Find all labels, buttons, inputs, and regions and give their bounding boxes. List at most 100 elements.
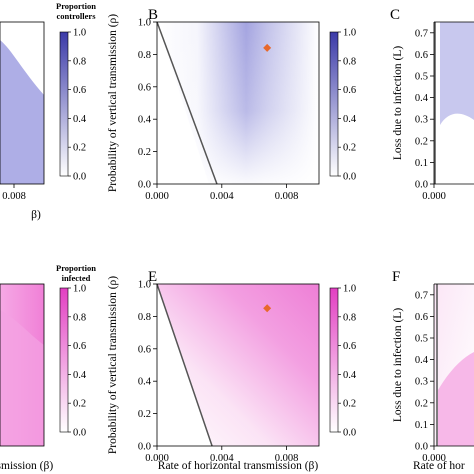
panel-b-ytick-label: 0.0	[138, 180, 151, 191]
panel-d-colorbar-tick-label: 0.6	[73, 341, 86, 352]
panel-e-xlabel: Rate of horizontal transmission (β)	[158, 460, 319, 472]
panel-d-frame	[0, 283, 45, 447]
panel-b-xtick-label: 0.000	[145, 191, 169, 202]
panel-e-frame	[156, 283, 320, 447]
panel-f-ytick-label: 0.7	[415, 290, 428, 301]
panel-a: 0.008 β) Proportion controllers 1.0 0.8 0.…	[0, 1, 96, 221]
panel-c-ytick-label: 0.2	[415, 136, 428, 147]
panel-b-boundary-line	[156, 21, 218, 185]
panel-f-yticks: 0.0 0.1 0.2 0.3 0.4 0.5 0.6 0.7	[415, 290, 434, 453]
panel-a-colorbar	[59, 31, 69, 177]
panel-c-ytick-label: 0.4	[415, 93, 429, 104]
panel-c-yticks: 0.0 0.1 0.2 0.3 0.4 0.5 0.6 0.7	[415, 28, 434, 191]
panel-c: C 0.0 0.1 0.2 0.3 0.4 0.5 0.6 0.7 0.000 Loss du…	[390, 7, 474, 202]
panel-b-letter: B	[148, 7, 158, 23]
panel-f-ytick-label: 0.3	[415, 377, 428, 388]
panel-e-letter: E	[148, 269, 157, 285]
panel-b-colorbar-tick-label: 0.8	[343, 56, 356, 67]
panel-f-letter: F	[392, 269, 400, 285]
panel-b-yticks: 0.0 0.2 0.4 0.6 0.8 1.0	[138, 18, 157, 191]
panel-b-frame	[156, 21, 320, 185]
panel-b-ytick-label: 0.6	[138, 82, 151, 93]
panel-d-colorbar-title-2: infected	[62, 273, 91, 283]
panel-b: B 0.000 0.004 0.008 0.0 0.2 0.4 0.6 0.8 1.0 Pro…	[107, 7, 357, 202]
panel-f-ytick-label: 0.4	[415, 355, 429, 366]
panel-a-colorbar-tick-label: 0.8	[73, 56, 86, 67]
panel-a-colorbar-tick-label: 0.4	[73, 114, 87, 125]
panel-d-xlabel-fragment: nsmission (β)	[0, 460, 53, 472]
panel-c-ylabel: Loss due to infection (L)	[392, 46, 404, 161]
panel-b-ytick-label: 0.4	[138, 115, 152, 126]
panel-c-letter: C	[390, 7, 400, 23]
panel-e-marker	[263, 304, 272, 313]
panel-d-colorbar-title-1: Proportion	[56, 263, 96, 273]
panel-c-ytick-label: 0.7	[415, 28, 428, 39]
panel-f-ytick-label: 0.1	[415, 420, 428, 431]
panel-b-ylabel: Probability of vertical transmission (ρ)	[107, 14, 119, 192]
panel-e-xtick-label: 0.008	[275, 453, 299, 464]
panel-d-colorbar-tick-label: 0.8	[73, 312, 86, 323]
panel-e-ytick-label: 0.2	[138, 409, 151, 420]
panel-f-xtick: 0.000	[422, 453, 446, 464]
panel-d-colorbar-tick-label: 1.0	[73, 284, 86, 295]
panel-a-region	[0, 40, 44, 184]
panel-a-xtick: 0.008	[2, 191, 26, 202]
panel-a-colorbar-title-2: controllers	[56, 11, 96, 21]
panel-d-colorbar	[59, 287, 69, 433]
panel-e-ytick-label: 0.6	[138, 344, 151, 355]
panel-b-marker	[263, 43, 272, 52]
panel-c-ytick-label: 0.0	[415, 180, 428, 191]
panel-b-colorbar-ticks: 1.0 0.8 0.6 0.4 0.2 0.0	[338, 28, 357, 183]
panel-e-colorbar-tick-label: 0.6	[343, 341, 356, 352]
panel-e-ytick-label: 0.0	[138, 442, 151, 453]
panel-b-ytick-label: 0.2	[138, 147, 151, 158]
panel-f-region	[438, 352, 474, 446]
panel-a-colorbar-tick-label: 0.0	[73, 172, 86, 183]
panel-b-colorbar-tick-label: 0.6	[343, 85, 356, 96]
panel-d-colorbar-ticks: 1.0 0.8 0.6 0.4 0.2 0.0	[68, 284, 87, 439]
panel-f-ytick-label: 0.2	[415, 398, 428, 409]
panel-c-xtick: 0.000	[422, 191, 446, 202]
panel-d-colorbar-tick-label: 0.2	[73, 399, 86, 410]
panel-b-white-region	[157, 22, 209, 184]
panel-f-ytick-label: 0.6	[415, 312, 428, 323]
panel-d-region	[0, 310, 44, 446]
panel-e-colorbar-tick-label: 0.2	[343, 399, 356, 410]
panel-b-ytick-label: 0.8	[138, 50, 151, 61]
panel-b-ytick-label: 1.0	[138, 18, 151, 29]
panel-a-colorbar-tick-label: 0.6	[73, 85, 86, 96]
panel-c-ytick-label: 0.6	[415, 50, 428, 61]
panel-f-ytick-label: 0.0	[415, 442, 428, 453]
panel-a-frame	[0, 21, 45, 185]
panel-a-xlabel-fragment: β)	[31, 209, 41, 221]
panel-b-xticks: 0.000 0.004 0.008	[145, 184, 298, 202]
panel-e-xticks: 0.000 0.004 0.008	[145, 446, 298, 464]
panel-b-xtick-label: 0.004	[210, 191, 234, 202]
panel-d-colorbar-tick-label: 0.0	[73, 428, 86, 439]
panel-b-colorbar-tick-label: 1.0	[343, 28, 356, 39]
panel-e-colorbar-ticks: 1.0 0.8 0.6 0.4 0.2 0.0	[338, 284, 357, 439]
panel-e-ytick-label: 0.8	[138, 312, 151, 323]
panel-e-boundary-line	[156, 283, 213, 447]
panel-e: E 0.000 0.004 0.008 0.0 0.2 0.4 0.6 0.8 1.0 Pro…	[107, 269, 357, 472]
panel-f-ytick-label: 0.5	[415, 334, 428, 345]
panel-f-xlabel-fragment: Rate of hor	[413, 460, 465, 472]
panel-e-colorbar	[329, 287, 339, 433]
panel-e-colorbar-tick-label: 0.4	[343, 370, 357, 381]
panel-d-colorbar-tick-label: 0.4	[73, 370, 87, 381]
panel-e-colorbar-tick-label: 1.0	[343, 284, 356, 295]
panel-e-yticks: 0.0 0.2 0.4 0.6 0.8 1.0	[138, 280, 157, 453]
panel-f-ylabel: Loss due to infection (L)	[392, 308, 404, 423]
panel-e-ytick-label: 0.4	[138, 377, 152, 388]
panel-a-colorbar-tick-label: 0.2	[73, 143, 86, 154]
panel-b-xtick-label: 0.008	[275, 191, 299, 202]
panel-c-ytick-label: 0.3	[415, 115, 428, 126]
panel-b-colorbar	[329, 31, 339, 177]
panel-d: nsmission (β) Proportion infected 1.0 0.8…	[0, 263, 96, 472]
panel-a-colorbar-ticks: 1.0 0.8 0.6 0.4 0.2 0.0	[68, 28, 87, 183]
panel-e-ytick-label: 1.0	[138, 280, 151, 291]
panel-c-region	[440, 22, 474, 125]
panel-b-colorbar-tick-label: 0.2	[343, 143, 356, 154]
panel-e-xtick-label: 0.004	[210, 453, 234, 464]
